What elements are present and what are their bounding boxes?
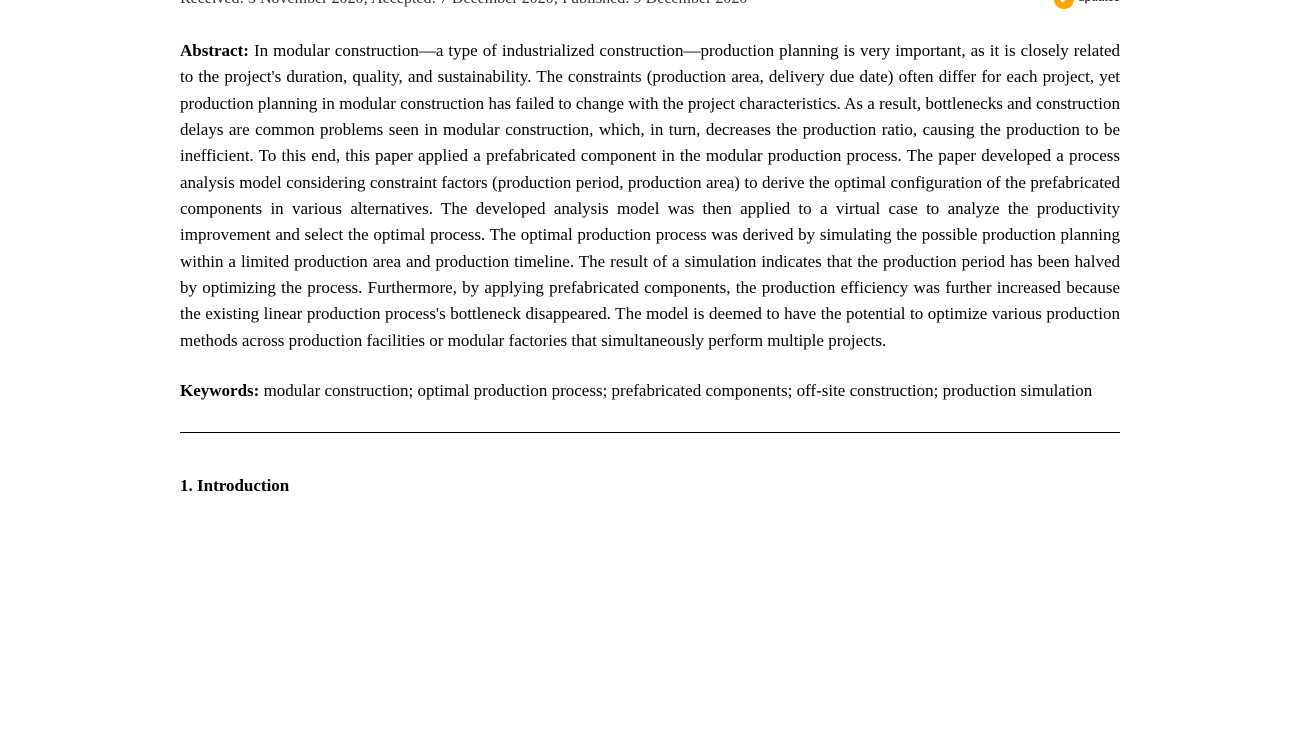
dates-row: Received: 3 November 2020; Accepted: 7 D… xyxy=(180,0,1120,10)
date-published: Published: 9 December 2020 xyxy=(562,0,747,7)
check-circle-icon xyxy=(1054,0,1074,9)
date-accepted: Accepted: 7 December 2020; xyxy=(371,0,558,7)
keywords-block: Keywords: modular construction; optimal … xyxy=(180,378,1120,404)
section-divider xyxy=(180,432,1120,433)
keywords-text: modular construction; optimal production… xyxy=(264,381,1093,400)
abstract-text: In modular construction—a type of indust… xyxy=(180,41,1120,350)
keywords-label: Keywords: xyxy=(180,381,259,400)
publication-dates: Received: 3 November 2020; Accepted: 7 D… xyxy=(180,0,747,11)
updates-label: updates xyxy=(1078,0,1120,8)
updates-badge: updates xyxy=(1054,0,1120,9)
date-received: Received: 3 November 2020; xyxy=(180,0,368,7)
section-heading: 1. Introduction xyxy=(180,473,1120,499)
abstract-label: Abstract: xyxy=(180,41,249,60)
abstract-block: Abstract: In modular construction—a type… xyxy=(180,38,1120,354)
